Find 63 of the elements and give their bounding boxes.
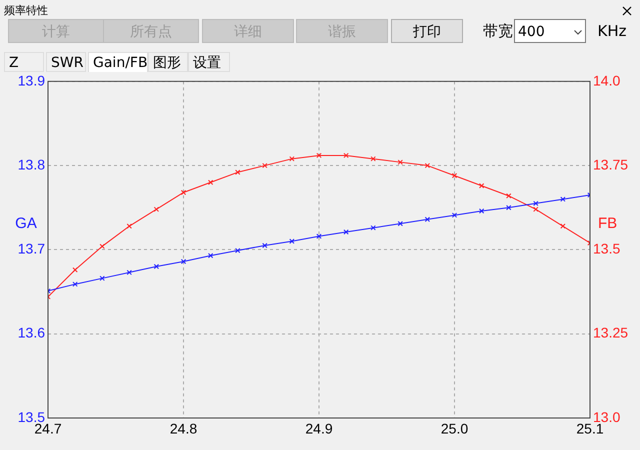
y2-tick-label: 13.5	[593, 240, 620, 257]
x-tick-label: 24.9	[305, 420, 333, 436]
point	[235, 170, 240, 175]
point	[72, 267, 78, 273]
text: 图形	[148, 52, 188, 72]
point	[478, 208, 484, 214]
y2-tick-label: 13.25	[593, 324, 628, 341]
text: 400	[514, 19, 586, 43]
point	[452, 212, 458, 218]
point	[208, 180, 214, 185]
text: 带宽	[482, 21, 514, 42]
point	[289, 156, 295, 162]
text: KHz	[596, 21, 628, 42]
text: Gain/FB	[88, 52, 148, 72]
y-tick-label: 13.6	[18, 324, 46, 341]
point	[262, 162, 268, 168]
y2-tick-label: 14.0	[593, 72, 620, 88]
point	[262, 242, 268, 248]
point	[316, 152, 322, 158]
text: 打印	[391, 19, 463, 43]
point	[370, 156, 376, 162]
y-tick-label: 13.5	[18, 408, 46, 425]
y-tick-label: 13.9	[18, 72, 46, 88]
point	[154, 264, 160, 270]
point	[370, 225, 376, 230]
point	[154, 206, 160, 212]
y2-tick-label: 13.0	[593, 408, 620, 425]
point	[424, 216, 430, 222]
point	[343, 152, 349, 158]
chart-title: 频率特性	[4, 3, 48, 18]
point	[180, 258, 186, 264]
text: 设置	[188, 52, 230, 72]
point	[235, 248, 240, 254]
y-axis-title: GA	[15, 214, 37, 232]
text: Z	[4, 52, 44, 72]
point	[533, 200, 538, 206]
text: SWR	[46, 52, 86, 72]
x-tick-label: 24.8	[170, 420, 198, 436]
point	[126, 224, 132, 229]
y2-tick-label: 13.75	[593, 156, 628, 172]
point	[533, 206, 538, 212]
point	[289, 238, 295, 244]
point	[208, 252, 214, 258]
y2-axis-title: FB	[598, 214, 618, 232]
x-tick-label: 25.0	[440, 420, 468, 436]
point	[560, 196, 566, 202]
point	[100, 276, 105, 281]
point	[506, 193, 512, 198]
point	[478, 183, 484, 188]
point	[180, 190, 186, 196]
point	[424, 162, 430, 168]
point	[343, 229, 349, 235]
point	[126, 270, 132, 276]
point	[398, 220, 403, 226]
y-tick-label: 13.8	[18, 156, 46, 172]
point	[398, 160, 403, 165]
point	[100, 244, 105, 249]
point	[316, 234, 322, 239]
y-tick-label: 13.7	[18, 240, 46, 257]
point	[452, 173, 458, 178]
point	[72, 282, 78, 287]
point	[560, 224, 566, 229]
point	[506, 205, 512, 210]
